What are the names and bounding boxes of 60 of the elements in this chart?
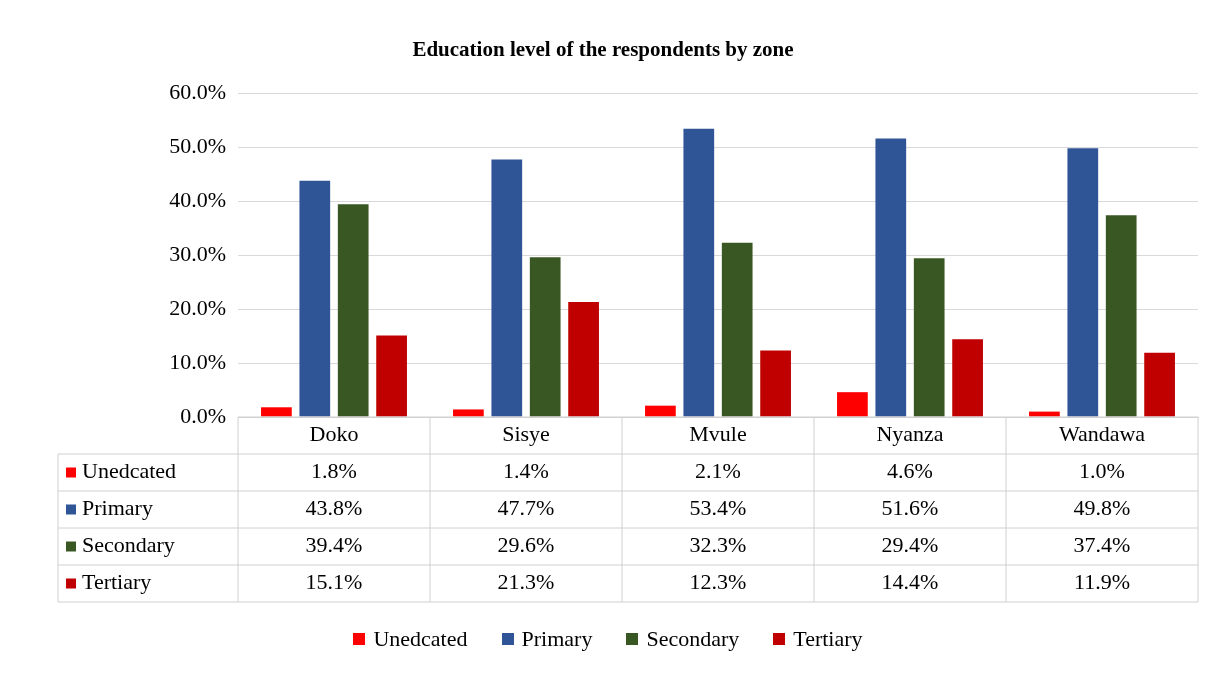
data-label: 1.0%	[1079, 458, 1125, 484]
bar	[875, 138, 907, 417]
y-tick-label: 20.0%	[169, 294, 226, 320]
data-label: 43.8%	[305, 495, 363, 521]
data-label: 12.3%	[689, 569, 747, 595]
x-tick-label: Doko	[309, 421, 359, 447]
bar	[299, 180, 331, 417]
bar	[952, 339, 983, 417]
legend-label: Primary	[82, 495, 153, 521]
chart-title: Education level of the respondents by zone	[412, 37, 794, 62]
bar	[837, 392, 868, 417]
data-label: 51.6%	[881, 495, 939, 521]
data-label: 4.6%	[887, 458, 933, 484]
data-label: 21.3%	[497, 569, 555, 595]
data-label: 1.4%	[503, 458, 549, 484]
y-tick-label: 30.0%	[169, 240, 226, 266]
y-tick-label: 0.0%	[180, 402, 226, 428]
data-label: 29.4%	[881, 532, 939, 558]
legend-label: Tertiary	[793, 626, 863, 652]
data-label: 29.6%	[497, 532, 555, 558]
legend-label: Unedcated	[82, 458, 177, 484]
x-tick-label: Nyanza	[876, 421, 944, 447]
data-label: 32.3%	[689, 532, 747, 558]
bar	[683, 128, 715, 417]
data-label: 11.9%	[1073, 569, 1131, 595]
data-label: 49.8%	[1073, 495, 1131, 521]
bar	[913, 258, 945, 417]
bar	[453, 409, 484, 417]
data-label: 2.1%	[695, 458, 741, 484]
y-tick-label: 60.0%	[169, 78, 226, 104]
legend-label: Secondary	[82, 532, 175, 558]
text: Primary	[521, 626, 593, 651]
bar	[1144, 352, 1175, 417]
x-tick-label: Wandawa	[1058, 421, 1146, 447]
bar	[529, 257, 561, 417]
y-tick-label: 40.0%	[169, 186, 226, 212]
text: Unedcated	[373, 626, 468, 651]
data-label: 47.7%	[497, 495, 555, 521]
bar	[376, 335, 407, 417]
data-label: 1.8%	[311, 458, 357, 484]
text: Secondary	[646, 626, 740, 651]
bar	[568, 302, 599, 417]
data-label: 53.4%	[689, 495, 747, 521]
bar	[645, 405, 676, 417]
text: Tertiary	[82, 569, 152, 595]
y-tick-label: 50.0%	[169, 132, 226, 158]
x-tick-label: Sisye	[502, 421, 550, 447]
bar	[1105, 215, 1137, 417]
bar	[721, 242, 753, 417]
bar	[491, 159, 523, 417]
bar	[760, 350, 791, 417]
x-tick-label: Mvule	[689, 421, 747, 447]
data-label: 15.1%	[305, 569, 363, 595]
data-label: 14.4%	[881, 569, 939, 595]
y-tick-label: 10.0%	[169, 348, 226, 374]
bar	[1067, 148, 1099, 417]
bar	[261, 407, 292, 417]
data-label: 39.4%	[305, 532, 363, 558]
data-label: 37.4%	[1073, 532, 1131, 558]
bar	[337, 204, 369, 417]
